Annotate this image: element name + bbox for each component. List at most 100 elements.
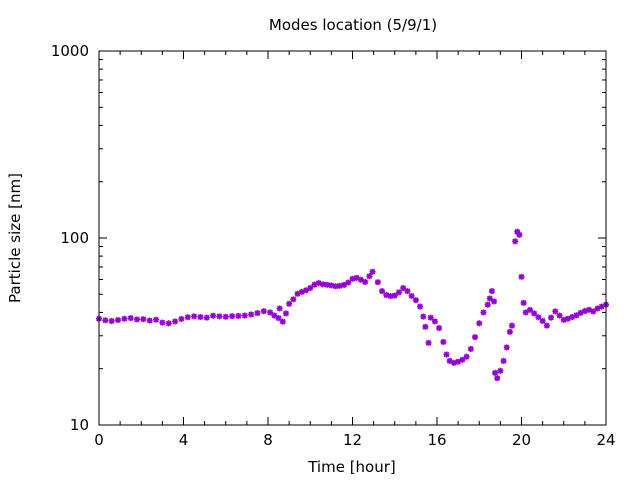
data-point [486, 295, 493, 302]
data-point [436, 325, 443, 332]
data-point [516, 231, 523, 238]
data-point [260, 308, 267, 315]
data-point [500, 357, 507, 364]
data-point [254, 310, 261, 317]
data-point [210, 312, 217, 319]
plot-frame [98, 50, 607, 426]
data-point [362, 278, 369, 285]
data-point [427, 314, 434, 321]
data-point [121, 315, 128, 322]
data-point [476, 320, 483, 327]
data-point [336, 282, 343, 289]
data-point [153, 316, 160, 323]
data-point [366, 273, 373, 280]
data-point [506, 328, 513, 335]
data-point [108, 317, 115, 324]
data-point [216, 313, 223, 320]
data-point [573, 312, 580, 319]
chart-title: Modes location (5/9/1) [269, 16, 437, 34]
data-point [400, 285, 407, 292]
data-point [484, 301, 491, 308]
data-point [488, 288, 495, 295]
data-point [522, 309, 529, 316]
data-point [535, 314, 542, 321]
y-tick-label: 100 [60, 229, 89, 247]
y-tick-label: 10 [70, 416, 89, 434]
data-point [531, 310, 538, 317]
data-point [520, 299, 527, 306]
data-point [412, 297, 419, 304]
data-point [282, 310, 289, 317]
x-tick-label: 0 [94, 431, 104, 449]
data-point [494, 375, 501, 382]
data-point [341, 281, 348, 288]
data-point [467, 345, 474, 352]
data-point [197, 314, 204, 321]
data-point [491, 298, 498, 305]
data-point [420, 313, 427, 320]
data-point [422, 323, 429, 330]
data-point [140, 316, 147, 323]
data-point [276, 305, 283, 312]
data-point [290, 296, 297, 303]
data-point [222, 313, 229, 320]
data-point [408, 292, 415, 299]
data-point [191, 313, 198, 320]
x-tick-label: 8 [263, 431, 273, 449]
x-tick-label: 4 [179, 431, 189, 449]
data-point [440, 338, 447, 345]
data-point [165, 320, 172, 327]
data-point [275, 315, 282, 322]
data-point [425, 339, 432, 346]
x-tick-label: 16 [427, 431, 446, 449]
data-point [271, 312, 278, 319]
data-point [503, 344, 510, 351]
data-point [172, 318, 179, 325]
data-point [539, 317, 546, 324]
data-point [590, 308, 597, 315]
x-tick-label: 24 [596, 431, 615, 449]
y-tick-label: 1000 [51, 42, 89, 60]
data-point [369, 268, 376, 275]
data-point [518, 273, 525, 280]
data-point [127, 315, 134, 322]
data-point [178, 315, 185, 322]
data-point [526, 306, 533, 313]
x-tick-label: 20 [512, 431, 531, 449]
data-point [472, 334, 479, 341]
data-point [459, 356, 466, 363]
data-point [443, 351, 450, 358]
data-point [391, 292, 398, 299]
data-point [115, 317, 122, 324]
data-point [387, 293, 394, 300]
data-point [463, 353, 470, 360]
y-axis-title: Particle size [nm] [6, 173, 24, 303]
data-point [102, 317, 109, 324]
axis-ticks [98, 50, 607, 426]
data-point [241, 312, 248, 319]
data-point [497, 367, 504, 374]
data-point [307, 285, 314, 292]
data-point [146, 317, 153, 324]
data-point [184, 314, 191, 321]
data-point [229, 313, 236, 320]
x-tick-label: 12 [343, 431, 362, 449]
data-point [543, 322, 550, 329]
data-point [492, 369, 499, 376]
data-point [286, 300, 293, 307]
data-point [431, 318, 438, 325]
data-point [235, 312, 242, 319]
data-point [345, 279, 352, 286]
data-point [374, 279, 381, 286]
data-point [512, 238, 519, 245]
data-point [203, 314, 210, 321]
data-point [480, 309, 487, 316]
data-point [417, 303, 424, 310]
data-point [395, 289, 402, 296]
data-point [328, 282, 335, 289]
data-point [248, 311, 255, 318]
data-point [379, 288, 386, 295]
data-point [556, 312, 563, 319]
data-point [404, 288, 411, 295]
